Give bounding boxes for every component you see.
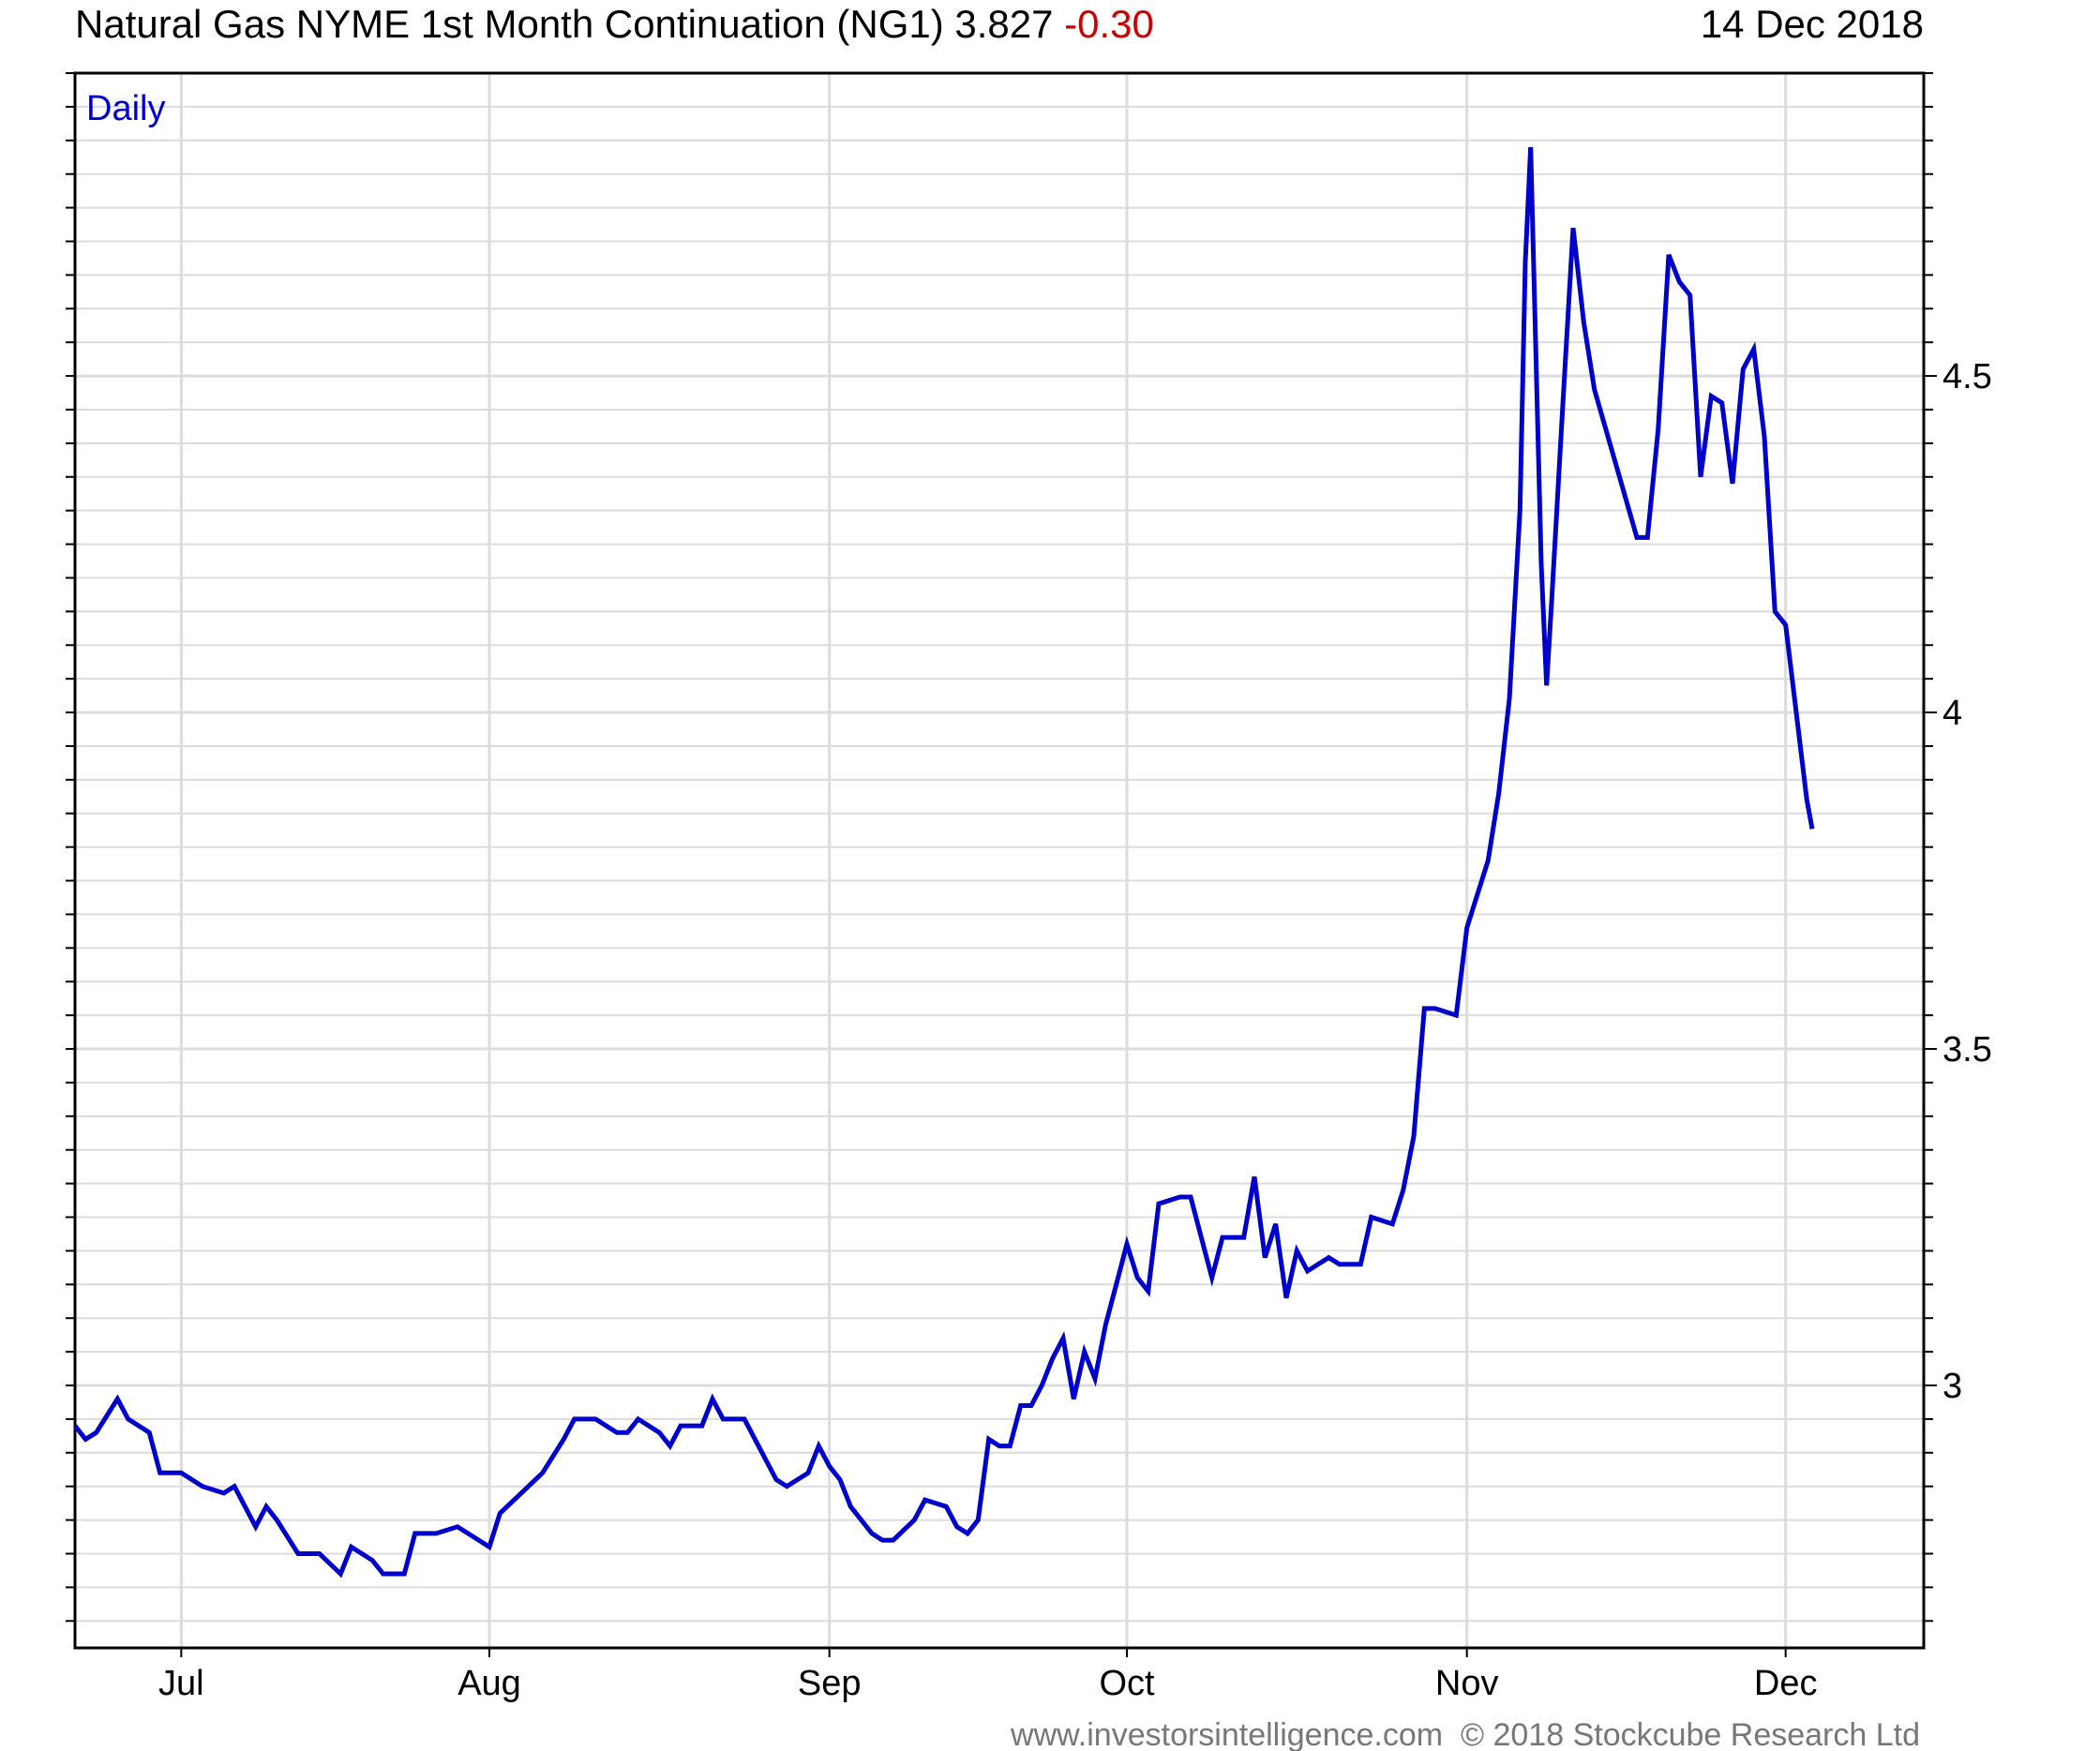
series-line (73, 146, 1815, 1579)
price-change: -0.30 (1064, 2, 1154, 46)
y-tick-label: 4.5 (1942, 357, 1992, 397)
footer-credit: www.investorsintelligence.com © 2018 Sto… (1010, 1717, 1920, 1751)
chart-title-text: Natural Gas NYME 1st Month Continuation … (75, 2, 1053, 46)
period-label: Daily (86, 89, 165, 128)
x-tick-label: Dec (1754, 1664, 1818, 1703)
series-layer (73, 146, 1815, 1579)
x-tick-label: Oct (1099, 1664, 1155, 1703)
y-tick-label: 3 (1942, 1367, 1962, 1406)
y-tick-label: 4 (1942, 694, 1962, 733)
y-axis: 3 3.5 4 4.5 (66, 72, 1992, 1623)
x-tick-label: Sep (798, 1664, 862, 1703)
chart-title: Natural Gas NYME 1st Month Continuation … (75, 2, 1154, 46)
x-axis: Jul Aug Sep Oct Nov Dec (158, 1648, 1817, 1703)
chart-date: 14 Dec 2018 (1701, 2, 1924, 46)
x-tick-label: Nov (1435, 1664, 1499, 1703)
plot-area (73, 71, 1926, 1650)
x-tick-label: Jul (158, 1664, 204, 1703)
x-tick-label: Aug (458, 1664, 521, 1703)
y-tick-label: 3.5 (1942, 1030, 1992, 1070)
gridlines (75, 72, 1924, 1648)
